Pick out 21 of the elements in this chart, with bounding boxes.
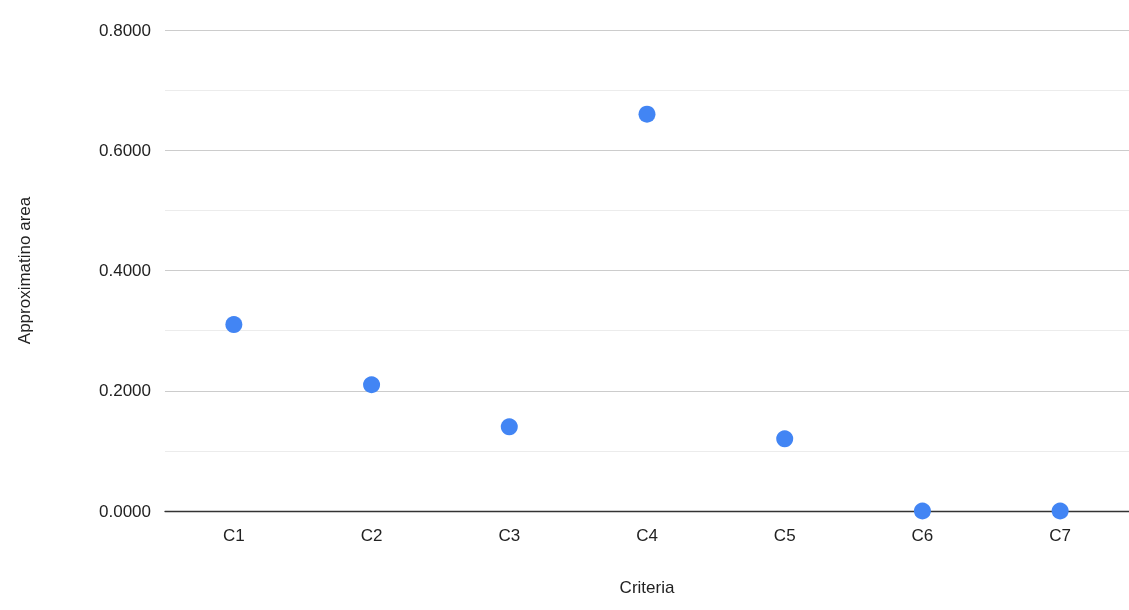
y-tick-label: 0.6000	[99, 140, 151, 160]
y-tick-label: 0.8000	[99, 20, 151, 40]
x-tick-label: C5	[773, 526, 796, 545]
point	[225, 316, 243, 334]
x-tick-label: C7	[1049, 526, 1072, 545]
point	[500, 418, 518, 436]
x-tick-label: C1	[222, 526, 245, 545]
y-tick-label: 0.0000	[99, 501, 151, 521]
y-tick-label: 0.2000	[99, 381, 151, 401]
y-tick-label: 0.4000	[99, 261, 151, 280]
point	[776, 430, 794, 448]
point	[638, 105, 656, 123]
x-tick-label: C4	[636, 526, 658, 545]
y-axis-title: Approximatino area	[15, 196, 34, 345]
point	[913, 502, 931, 520]
point	[1051, 502, 1069, 520]
x-tick-label: C2	[360, 526, 383, 545]
x-tick-label: C6	[911, 526, 934, 545]
point	[363, 376, 381, 394]
x-axis-title: Criteria	[619, 578, 675, 597]
x-tick-label: C3	[498, 526, 521, 545]
